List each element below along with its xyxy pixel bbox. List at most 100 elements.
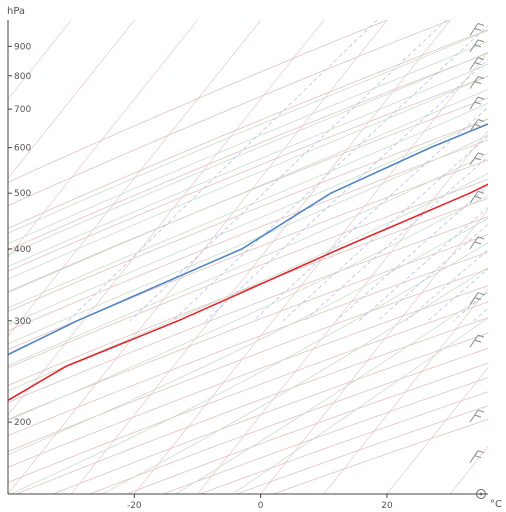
wind-barb-icon xyxy=(469,450,485,463)
moist-adiabat-line xyxy=(8,134,488,345)
wind-barb-staff xyxy=(469,119,479,132)
settings-icon[interactable] xyxy=(476,489,486,499)
wind-barb-flag xyxy=(477,236,485,240)
wind-barb-icon xyxy=(469,292,485,305)
wind-barb-flag xyxy=(477,76,485,80)
dry-adiabat-line xyxy=(8,285,488,468)
moist-adiabat-line xyxy=(8,118,488,326)
dry-adiabat-line xyxy=(8,234,488,420)
y-axis-unit-label: hPa xyxy=(7,6,25,17)
moist-adiabat-line xyxy=(8,173,488,392)
wind-barbs xyxy=(469,23,485,463)
isotherm-line xyxy=(70,20,451,494)
x-tick-label: 20 xyxy=(381,501,393,511)
wind-barb-flag xyxy=(474,195,482,199)
mixing-ratio-line xyxy=(304,156,488,322)
x-tick-label: 0 xyxy=(258,501,264,511)
moist-adiabat-line xyxy=(8,63,488,268)
y-tick-label: 400 xyxy=(14,245,31,255)
temperature-line xyxy=(8,183,488,402)
moist-adiabat-line xyxy=(175,292,488,494)
y-tick-label: 700 xyxy=(14,105,31,115)
wind-barb-staff xyxy=(469,292,479,305)
wind-barb-icon xyxy=(469,23,485,36)
wind-barb-flag xyxy=(474,297,482,301)
y-tick-label: 200 xyxy=(14,418,31,428)
wind-barb-flag xyxy=(477,409,485,413)
mixing-ratio-line xyxy=(377,223,488,322)
y-tick-label: 900 xyxy=(14,42,31,52)
moist-adiabat-line xyxy=(8,88,488,294)
wind-barb-flag xyxy=(474,157,482,161)
wind-barb-icon xyxy=(469,39,485,53)
dry-adiabat-line xyxy=(8,20,451,207)
wind-barb-staff xyxy=(469,23,479,36)
moist-adiabat-line xyxy=(8,75,488,280)
y-tick-label: 500 xyxy=(14,189,31,199)
mixing-ratio-line xyxy=(130,20,447,322)
isotherm-line xyxy=(133,51,488,494)
wind-barb-flag xyxy=(474,62,482,66)
dewpoint-line xyxy=(8,123,488,356)
dry-adiabat-line xyxy=(8,29,488,229)
dry-adiabat-line xyxy=(8,20,388,183)
wind-barb-flag xyxy=(477,96,485,100)
dry-adiabat-line xyxy=(8,268,488,453)
dry-adiabat-line xyxy=(8,301,488,483)
x-tick-label: -20 xyxy=(127,501,142,511)
wind-barb-flag xyxy=(477,292,485,296)
wind-barb-staff xyxy=(469,409,479,423)
moist-adiabat-line xyxy=(8,40,488,245)
wind-barb-flag xyxy=(477,39,485,43)
moist-adiabat-line xyxy=(8,153,488,367)
moist-adiabat-line xyxy=(101,267,488,494)
y-tick-label: 300 xyxy=(14,317,31,327)
wind-barb-flag xyxy=(474,81,482,85)
y-axis-ticks: 900 800 700 600 500 400 300 200 xyxy=(8,42,31,428)
wind-barb-flag xyxy=(474,339,482,343)
isotherm-line xyxy=(8,20,325,416)
wind-barb-icon xyxy=(469,152,485,166)
wind-barb-flag xyxy=(474,28,482,31)
wind-barb-staff xyxy=(469,39,479,53)
wind-barb-staff xyxy=(469,450,479,463)
moist-adiabat-line xyxy=(232,317,488,494)
wind-barb-icon xyxy=(469,236,485,250)
wind-barb-staff xyxy=(469,76,479,89)
thermo-background-lines xyxy=(8,20,488,494)
dry-adiabat-line xyxy=(8,75,488,272)
dry-adiabat-line xyxy=(8,197,488,386)
moist-adiabat-line xyxy=(8,217,488,456)
wind-barb-flag xyxy=(477,57,485,61)
wind-barb-staff xyxy=(469,236,479,250)
isotherm-line xyxy=(8,20,388,494)
dry-adiabat-line xyxy=(8,97,488,293)
profile-lines xyxy=(8,123,488,402)
wind-barb-flag xyxy=(477,450,485,454)
dry-adiabat-line xyxy=(8,251,488,437)
wind-barb-flag xyxy=(474,241,482,245)
moist-adiabat-line xyxy=(8,102,488,309)
wind-barb-staff xyxy=(469,57,479,70)
wind-barb-staff xyxy=(469,191,479,204)
wind-barb-icon xyxy=(469,119,485,132)
wind-barb-flag xyxy=(474,455,482,459)
wind-barb-flag xyxy=(477,334,485,338)
y-tick-label: 800 xyxy=(14,72,31,82)
moist-adiabat-line xyxy=(8,194,488,421)
dry-adiabat-line xyxy=(8,159,488,350)
wind-barb-icon xyxy=(469,190,485,204)
moist-adiabat-line xyxy=(8,30,488,234)
wind-barb-flag xyxy=(477,190,485,194)
wind-barb-flag xyxy=(474,101,482,105)
mixing-ratio-line xyxy=(253,106,488,322)
mixing-ratio-line xyxy=(205,59,488,322)
wind-barb-staff xyxy=(469,152,479,166)
mixing-ratio-line xyxy=(172,25,488,322)
wind-barb-icon xyxy=(469,76,485,89)
wind-barb-flag xyxy=(477,152,485,156)
x-axis-ticks: -20 0 20 xyxy=(127,494,393,511)
wind-barb-flag xyxy=(474,124,482,127)
wind-barb-icon xyxy=(469,334,485,348)
